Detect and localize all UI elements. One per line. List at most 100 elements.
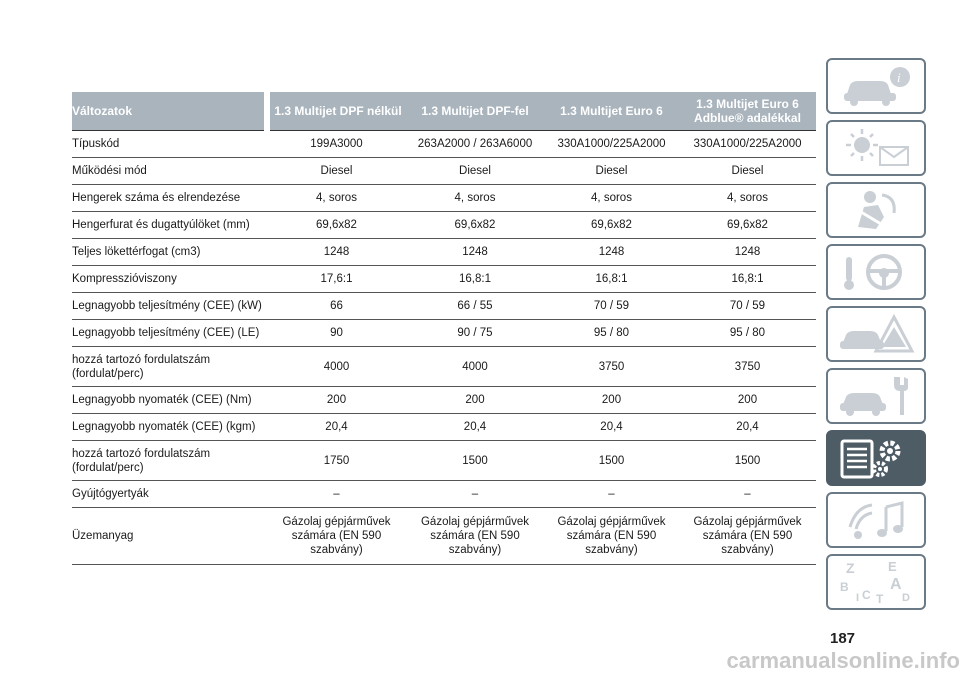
cell: 4, soros [267,184,406,212]
row-label: Hengerfurat és dugattyúlöket (mm) [72,211,267,239]
cell: Diesel [544,157,679,185]
cell: Gázolaj gépjárművek számára (EN 590 szab… [267,507,406,565]
cell: – [679,480,816,508]
table-row: Hengerfurat és dugattyúlöket (mm) 69,6x8… [72,211,816,239]
cell: 69,6x82 [679,211,816,239]
table-row: Legnagyobb teljesítmény (CEE) (LE) 90 90… [72,319,816,347]
svg-text:Z: Z [846,560,855,576]
row-label: Gyújtógyertyák [72,480,267,508]
row-label: Kompresszióviszony [72,265,267,293]
cell: 16,8:1 [544,265,679,293]
cell: 16,8:1 [406,265,544,293]
tab-warning-lights[interactable] [826,120,926,176]
row-label: Típuskód [72,130,267,158]
cell: 1248 [406,238,544,266]
car-info-icon: i [844,67,910,106]
row-label: Teljes lökettérfogat (cm3) [72,238,267,266]
cell: 70 / 59 [544,292,679,320]
row-label: Legnagyobb teljesítmény (CEE) (LE) [72,319,267,347]
cell: 3750 [544,346,679,387]
cell: 200 [267,386,406,414]
cell: 20,4 [406,413,544,441]
technical-data-table: Változatok 1.3 Multijet DPF nélkül 1.3 M… [72,92,816,565]
cell: 17,6:1 [267,265,406,293]
cell: 1500 [679,440,816,481]
cell: 1750 [267,440,406,481]
cell: Gázolaj gépjárművek számára (EN 590 szab… [544,507,679,565]
tab-emergency[interactable] [826,306,926,362]
cell: Diesel [267,157,406,185]
tab-maintenance[interactable] [826,368,926,424]
tab-index[interactable]: Z E B A I C T D [826,554,926,610]
cell: 1500 [544,440,679,481]
multimedia-icon [848,501,904,539]
cell: 200 [679,386,816,414]
cell: 20,4 [267,413,406,441]
row-label: Működési mód [72,157,267,185]
cell: 1248 [679,238,816,266]
header-variant-1: 1.3 Multijet DPF nélkül [264,92,406,131]
tab-safety[interactable] [826,182,926,238]
cell: Gázolaj gépjárművek számára (EN 590 szab… [406,507,544,565]
cell: 4000 [406,346,544,387]
tab-car-info[interactable]: i [826,58,926,114]
row-label: Legnagyobb nyomaték (CEE) (Nm) [72,386,267,414]
svg-text:A: A [890,576,902,593]
svg-text:i: i [897,70,901,85]
table-header-row: Változatok 1.3 Multijet DPF nélkül 1.3 M… [72,92,816,131]
header-variant-4: 1.3 Multijet Euro 6 Adblue® adalékkal [679,92,816,131]
cell: 70 / 59 [679,292,816,320]
safety-airbag-icon [855,191,896,229]
cell: 90 [267,319,406,347]
cell: 200 [544,386,679,414]
technical-data-icon [840,439,901,479]
svg-text:D: D [902,592,910,604]
cell: 69,6x82 [544,211,679,239]
cell: 330A1000/225A2000 [544,130,679,158]
cell: 200 [406,386,544,414]
cell: 66 [267,292,406,320]
cell: 199A3000 [267,130,406,158]
tab-technical-data[interactable] [826,430,926,486]
svg-text:B: B [840,580,849,594]
cell: 4, soros [406,184,544,212]
tab-multimedia[interactable] [826,492,926,548]
page-number: 187 [830,630,856,647]
cell: 1248 [544,238,679,266]
table-row: hozzá tartozó fordulatszám (fordulat/per… [72,346,816,387]
svg-text:C: C [862,588,871,602]
cell: – [267,480,406,508]
tab-starting-driving[interactable] [826,244,926,300]
maintenance-icon [840,377,908,416]
table-row: Működési mód Diesel Diesel Diesel Diesel [72,157,816,185]
cell: 20,4 [544,413,679,441]
table-row: Gyújtógyertyák – – – – [72,480,816,508]
cell: 4000 [267,346,406,387]
cell: 16,8:1 [679,265,816,293]
warning-lights-icon [846,129,909,166]
cell: 1500 [406,440,544,481]
svg-text:I: I [856,592,859,604]
steering-wheel-icon [844,254,902,290]
table-row: Legnagyobb teljesítmény (CEE) (kW) 66 66… [72,292,816,320]
table-row: Legnagyobb nyomaték (CEE) (kgm) 20,4 20,… [72,413,816,441]
emergency-icon [840,313,915,353]
watermark: carmanualsonline.info [726,648,960,673]
cell: 95 / 80 [544,319,679,347]
cell: 263A2000 / 263A6000 [406,130,544,158]
table-row: hozzá tartozó fordulatszám (fordulat/per… [72,440,816,481]
cell: 4, soros [544,184,679,212]
cell: 330A1000/225A2000 [679,130,816,158]
table-row: Hengerek száma és elrendezése 4, soros 4… [72,184,816,212]
header-variant-2: 1.3 Multijet DPF-fel [406,92,544,131]
cell: – [406,480,544,508]
row-label: Legnagyobb nyomaték (CEE) (kgm) [72,413,267,441]
cell: – [544,480,679,508]
row-label: Hengerek száma és elrendezése [72,184,267,212]
cell: 20,4 [679,413,816,441]
index-icon: Z E B A I C T D [840,559,910,605]
svg-text:T: T [876,592,884,605]
cell: Diesel [406,157,544,185]
cell: Gázolaj gépjárművek számára (EN 590 szab… [679,507,816,565]
cell: 90 / 75 [406,319,544,347]
